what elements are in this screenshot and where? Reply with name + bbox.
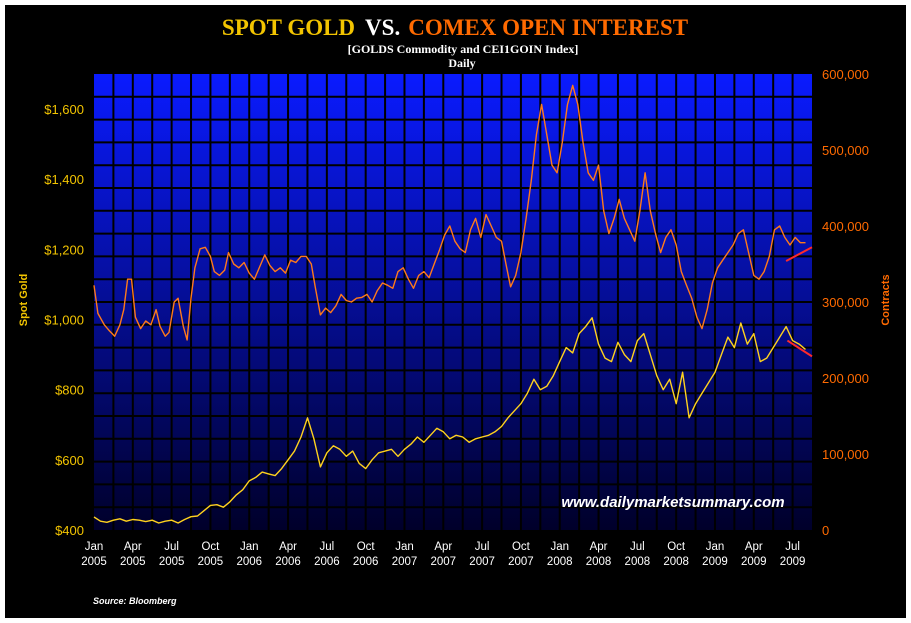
source-note: Source: Bloomberg (93, 596, 177, 606)
chart-canvas: SPOT GOLD VS. COMEX OPEN INTEREST [GOLDS C… (5, 5, 906, 618)
y-left-tick-label: $1,400 (44, 172, 84, 187)
annotations-layer (785, 246, 813, 358)
x-tick-label-year: 2008 (547, 556, 573, 568)
x-tick-label-month: Jan (395, 541, 414, 553)
y-left-tick-label: $1,000 (44, 313, 84, 328)
x-tick-label-year: 2005 (81, 556, 107, 568)
y-right-tick-label: 600,000 (822, 67, 869, 82)
y-left-tick-label: $1,200 (44, 242, 84, 257)
x-tick-label-year: 2007 (392, 556, 418, 568)
title-comex: COMEX OPEN INTEREST (408, 15, 688, 40)
y-right-tick-label: 300,000 (822, 295, 869, 310)
x-tick-label-year: 2007 (508, 556, 534, 568)
title-spot-gold: SPOT GOLD (222, 15, 355, 40)
x-tick-label-year: 2009 (780, 556, 806, 568)
y-left-tick-label: $1,600 (44, 102, 84, 117)
x-tick-label-year: 2006 (314, 556, 340, 568)
x-tick-label-month: Jul (164, 541, 179, 553)
x-tick-label-year: 2006 (236, 556, 262, 568)
x-tick-label-month: Jan (240, 541, 259, 553)
x-tick-label-month: Oct (512, 541, 531, 553)
x-tick-label-year: 2006 (275, 556, 301, 568)
chart-svg: SPOT GOLD VS. COMEX OPEN INTEREST [GOLDS C… (18, 15, 892, 606)
grid-lines (94, 74, 812, 530)
x-tick-label-month: Jan (85, 541, 104, 553)
y-right-tick-label: 100,000 (822, 447, 869, 462)
watermark: www.dailymarketsummary.com (561, 494, 784, 511)
y-right-tick-label: 400,000 (822, 219, 869, 234)
x-tick-label-month: Jan (550, 541, 569, 553)
x-tick-label-month: Oct (201, 541, 220, 553)
x-tick-label-month: Jul (785, 541, 800, 553)
trend-line-gold (786, 339, 813, 358)
x-tick-label-year: 2008 (586, 556, 612, 568)
x-tick-label-year: 2007 (469, 556, 495, 568)
chart-title: SPOT GOLD VS. COMEX OPEN INTEREST (222, 15, 688, 40)
y-axis-right: 0 100,000 200,000 300,000 400,000 500,000 600,… (822, 67, 869, 538)
y-axis-left-label: Spot Gold (18, 274, 30, 327)
x-tick-label-month: Jul (475, 541, 490, 553)
series-line-contracts (93, 84, 806, 341)
x-tick-label-month: Apr (279, 541, 297, 553)
chart-frequency: Daily (448, 56, 475, 70)
y-left-tick-label: $400 (55, 523, 84, 538)
chart-subtitle: [GOLDS Commodity and CEI1GOIN Index] (348, 42, 579, 56)
x-tick-label-month: Apr (745, 541, 763, 553)
y-right-tick-label: 500,000 (822, 143, 869, 158)
y-left-tick-label: $600 (55, 453, 84, 468)
series-layer (93, 84, 806, 524)
x-tick-label-year: 2008 (663, 556, 689, 568)
x-axis: Jan 2005 Apr 2005 Jul 2005 Oct 2005 Jan 2006 Apr 20… (81, 541, 805, 568)
x-tick-label-year: 2007 (431, 556, 457, 568)
title-vs: VS. (365, 15, 400, 40)
x-tick-label-month: Oct (357, 541, 376, 553)
trend-line-contracts (785, 246, 813, 262)
x-tick-label-month: Jul (320, 541, 335, 553)
x-tick-label-month: Oct (667, 541, 686, 553)
y-right-tick-label: 200,000 (822, 371, 869, 386)
x-tick-label-year: 2009 (702, 556, 728, 568)
x-tick-label-year: 2006 (353, 556, 379, 568)
x-tick-label-year: 2005 (198, 556, 224, 568)
x-tick-label-year: 2005 (159, 556, 185, 568)
x-tick-label-month: Jul (630, 541, 645, 553)
y-axis-left: $400 $600 $800 $1,000 $1,200 $1,400 $1,600 (44, 102, 94, 538)
x-tick-label-month: Apr (434, 541, 452, 553)
y-axis-right-label: Contracts (880, 274, 892, 325)
x-tick-label-month: Apr (590, 541, 608, 553)
series-line-spot-gold (93, 317, 806, 524)
x-tick-label-year: 2005 (120, 556, 146, 568)
y-left-tick-label: $800 (55, 383, 84, 398)
x-tick-label-year: 2009 (741, 556, 767, 568)
x-tick-label-month: Jan (706, 541, 725, 553)
x-tick-label-year: 2008 (625, 556, 651, 568)
x-tick-label-month: Apr (124, 541, 142, 553)
y-right-tick-label: 0 (822, 523, 829, 538)
